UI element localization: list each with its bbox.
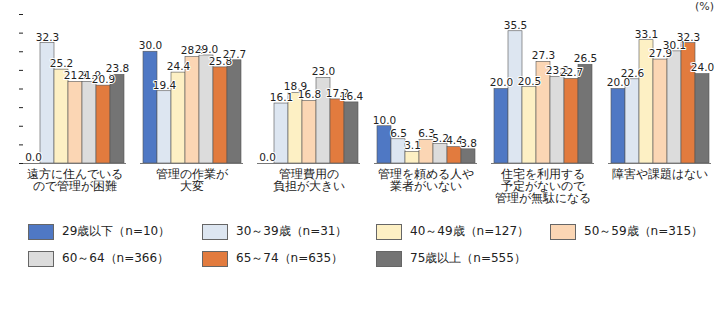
svg-text:5.2: 5.2 bbox=[432, 131, 449, 144]
svg-text:住宅を利用する予定がないので管理が無駄になる: 住宅を利用する予定がないので管理が無駄になる bbox=[495, 167, 591, 205]
svg-text:19.4: 19.4 bbox=[153, 79, 177, 91]
svg-text:35.5: 35.5 bbox=[504, 19, 527, 31]
svg-text:16.4: 16.4 bbox=[340, 90, 364, 102]
svg-text:27.7: 27.7 bbox=[223, 48, 246, 60]
svg-text:33.1: 33.1 bbox=[635, 28, 658, 40]
svg-text:20.0: 20.0 bbox=[490, 76, 513, 88]
svg-text:25.2: 25.2 bbox=[50, 57, 73, 69]
svg-text:20.5: 20.5 bbox=[518, 74, 541, 86]
html-text:40～49歳（n=127）: 40～49歳（n=127） bbox=[410, 224, 530, 238]
svg-text:18.9: 18.9 bbox=[283, 80, 308, 93]
svg-text:21.9: 21.9 bbox=[77, 69, 102, 82]
svg-text:管理を頼める人や業者がいない: 管理を頼める人や業者がいない bbox=[378, 167, 474, 193]
svg-text:22.7: 22.7 bbox=[560, 66, 583, 78]
svg-text:30.0: 30.0 bbox=[139, 39, 162, 51]
svg-text:26.5: 26.5 bbox=[574, 52, 597, 64]
html-text:60～64（n=366）: 60～64（n=366） bbox=[62, 251, 170, 265]
svg-text:3.8: 3.8 bbox=[460, 137, 477, 149]
svg-text:0.0: 0.0 bbox=[259, 151, 276, 163]
svg-text:23.2: 23.2 bbox=[545, 64, 570, 77]
svg-text:23.8: 23.8 bbox=[106, 62, 129, 74]
svg-text:0.0: 0.0 bbox=[25, 151, 42, 163]
html-text:75歳以上（n=555）: 75歳以上（n=555） bbox=[410, 251, 526, 265]
svg-text:29.0: 29.0 bbox=[195, 43, 218, 55]
svg-text:20.0: 20.0 bbox=[606, 76, 631, 89]
html-text:29歳以下（n=10）: 29歳以下（n=10） bbox=[62, 224, 171, 238]
svg-text:6.3: 6.3 bbox=[418, 127, 435, 140]
svg-text:24.4: 24.4 bbox=[167, 60, 191, 72]
svg-text:管理費用の負担が大きい: 管理費用の負担が大きい bbox=[273, 167, 345, 193]
svg-text:27.3: 27.3 bbox=[532, 49, 555, 61]
svg-text:3.1: 3.1 bbox=[404, 139, 421, 151]
svg-text:17.2: 17.2 bbox=[325, 86, 350, 99]
svg-text:16.8: 16.8 bbox=[298, 88, 321, 100]
svg-text:25.8: 25.8 bbox=[208, 54, 233, 67]
svg-text:28.6: 28.6 bbox=[180, 44, 205, 57]
svg-text:障害や課題はない: 障害や課題はない bbox=[612, 167, 708, 181]
svg-text:32.3: 32.3 bbox=[36, 31, 59, 43]
html-text:65～74（n=635）: 65～74（n=635） bbox=[236, 251, 344, 265]
svg-text:30.1: 30.1 bbox=[662, 38, 687, 51]
svg-text:管理の作業が大変: 管理の作業が大変 bbox=[156, 167, 229, 193]
svg-text:4.4: 4.4 bbox=[446, 134, 463, 147]
svg-text:10.0: 10.0 bbox=[373, 114, 396, 126]
svg-text:16.1: 16.1 bbox=[270, 91, 293, 103]
html-text:50～59歳（n=315）: 50～59歳（n=315） bbox=[584, 224, 704, 238]
svg-text:20.9: 20.9 bbox=[92, 73, 115, 85]
html-text:30～39歳（n=31）: 30～39歳（n=31） bbox=[236, 224, 348, 238]
svg-text:6.5: 6.5 bbox=[390, 127, 407, 139]
svg-text:27.9: 27.9 bbox=[648, 46, 673, 59]
svg-text:24.0: 24.0 bbox=[691, 61, 714, 73]
svg-text:32.3: 32.3 bbox=[677, 31, 700, 43]
svg-text:遠方に住んでいるので管理が困難: 遠方に住んでいるので管理が困難 bbox=[27, 167, 123, 193]
svg-text:23.0: 23.0 bbox=[312, 65, 335, 77]
svg-text:22.6: 22.6 bbox=[621, 67, 645, 79]
svg-text:21.9: 21.9 bbox=[63, 69, 88, 82]
